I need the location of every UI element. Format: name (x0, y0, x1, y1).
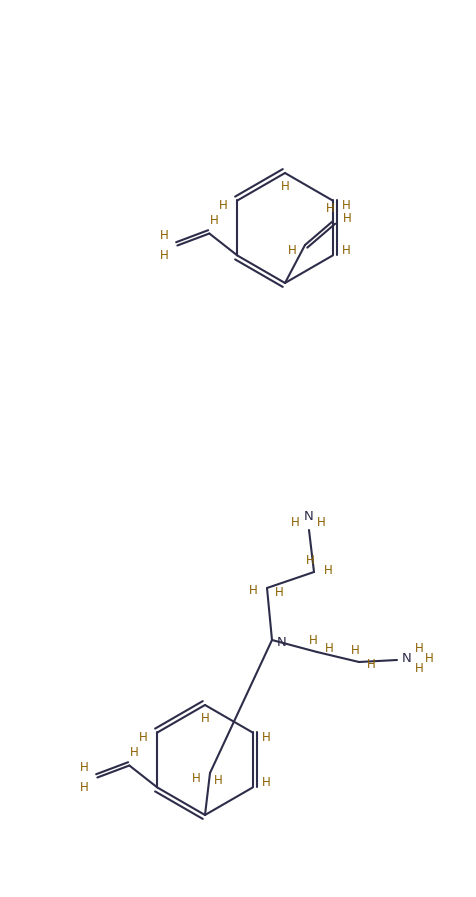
Text: H: H (351, 643, 359, 657)
Text: H: H (210, 214, 219, 227)
Text: H: H (275, 587, 283, 599)
Text: H: H (130, 746, 139, 759)
Text: H: H (326, 202, 334, 214)
Text: H: H (288, 243, 297, 257)
Text: H: H (192, 771, 200, 785)
Text: H: H (248, 584, 258, 597)
Text: H: H (306, 553, 314, 567)
Text: H: H (291, 516, 299, 528)
Text: H: H (324, 563, 332, 577)
Text: H: H (367, 658, 376, 670)
Text: H: H (139, 731, 148, 744)
Text: H: H (342, 199, 351, 212)
Text: H: H (281, 180, 289, 194)
Text: H: H (415, 661, 423, 675)
Text: H: H (262, 776, 271, 789)
Text: H: H (425, 651, 433, 665)
Text: H: H (80, 781, 89, 794)
Text: H: H (160, 249, 169, 262)
Text: H: H (80, 761, 89, 774)
Text: H: H (160, 229, 169, 242)
Text: H: H (415, 641, 423, 655)
Text: N: N (402, 651, 412, 665)
Text: N: N (277, 635, 287, 649)
Text: H: H (214, 774, 222, 788)
Text: H: H (308, 633, 317, 647)
Text: H: H (317, 516, 326, 528)
Text: H: H (325, 641, 333, 655)
Text: N: N (304, 509, 314, 522)
Text: H: H (343, 212, 351, 224)
Text: H: H (342, 244, 351, 257)
Text: H: H (200, 712, 209, 726)
Text: H: H (219, 199, 228, 212)
Text: H: H (262, 731, 271, 744)
